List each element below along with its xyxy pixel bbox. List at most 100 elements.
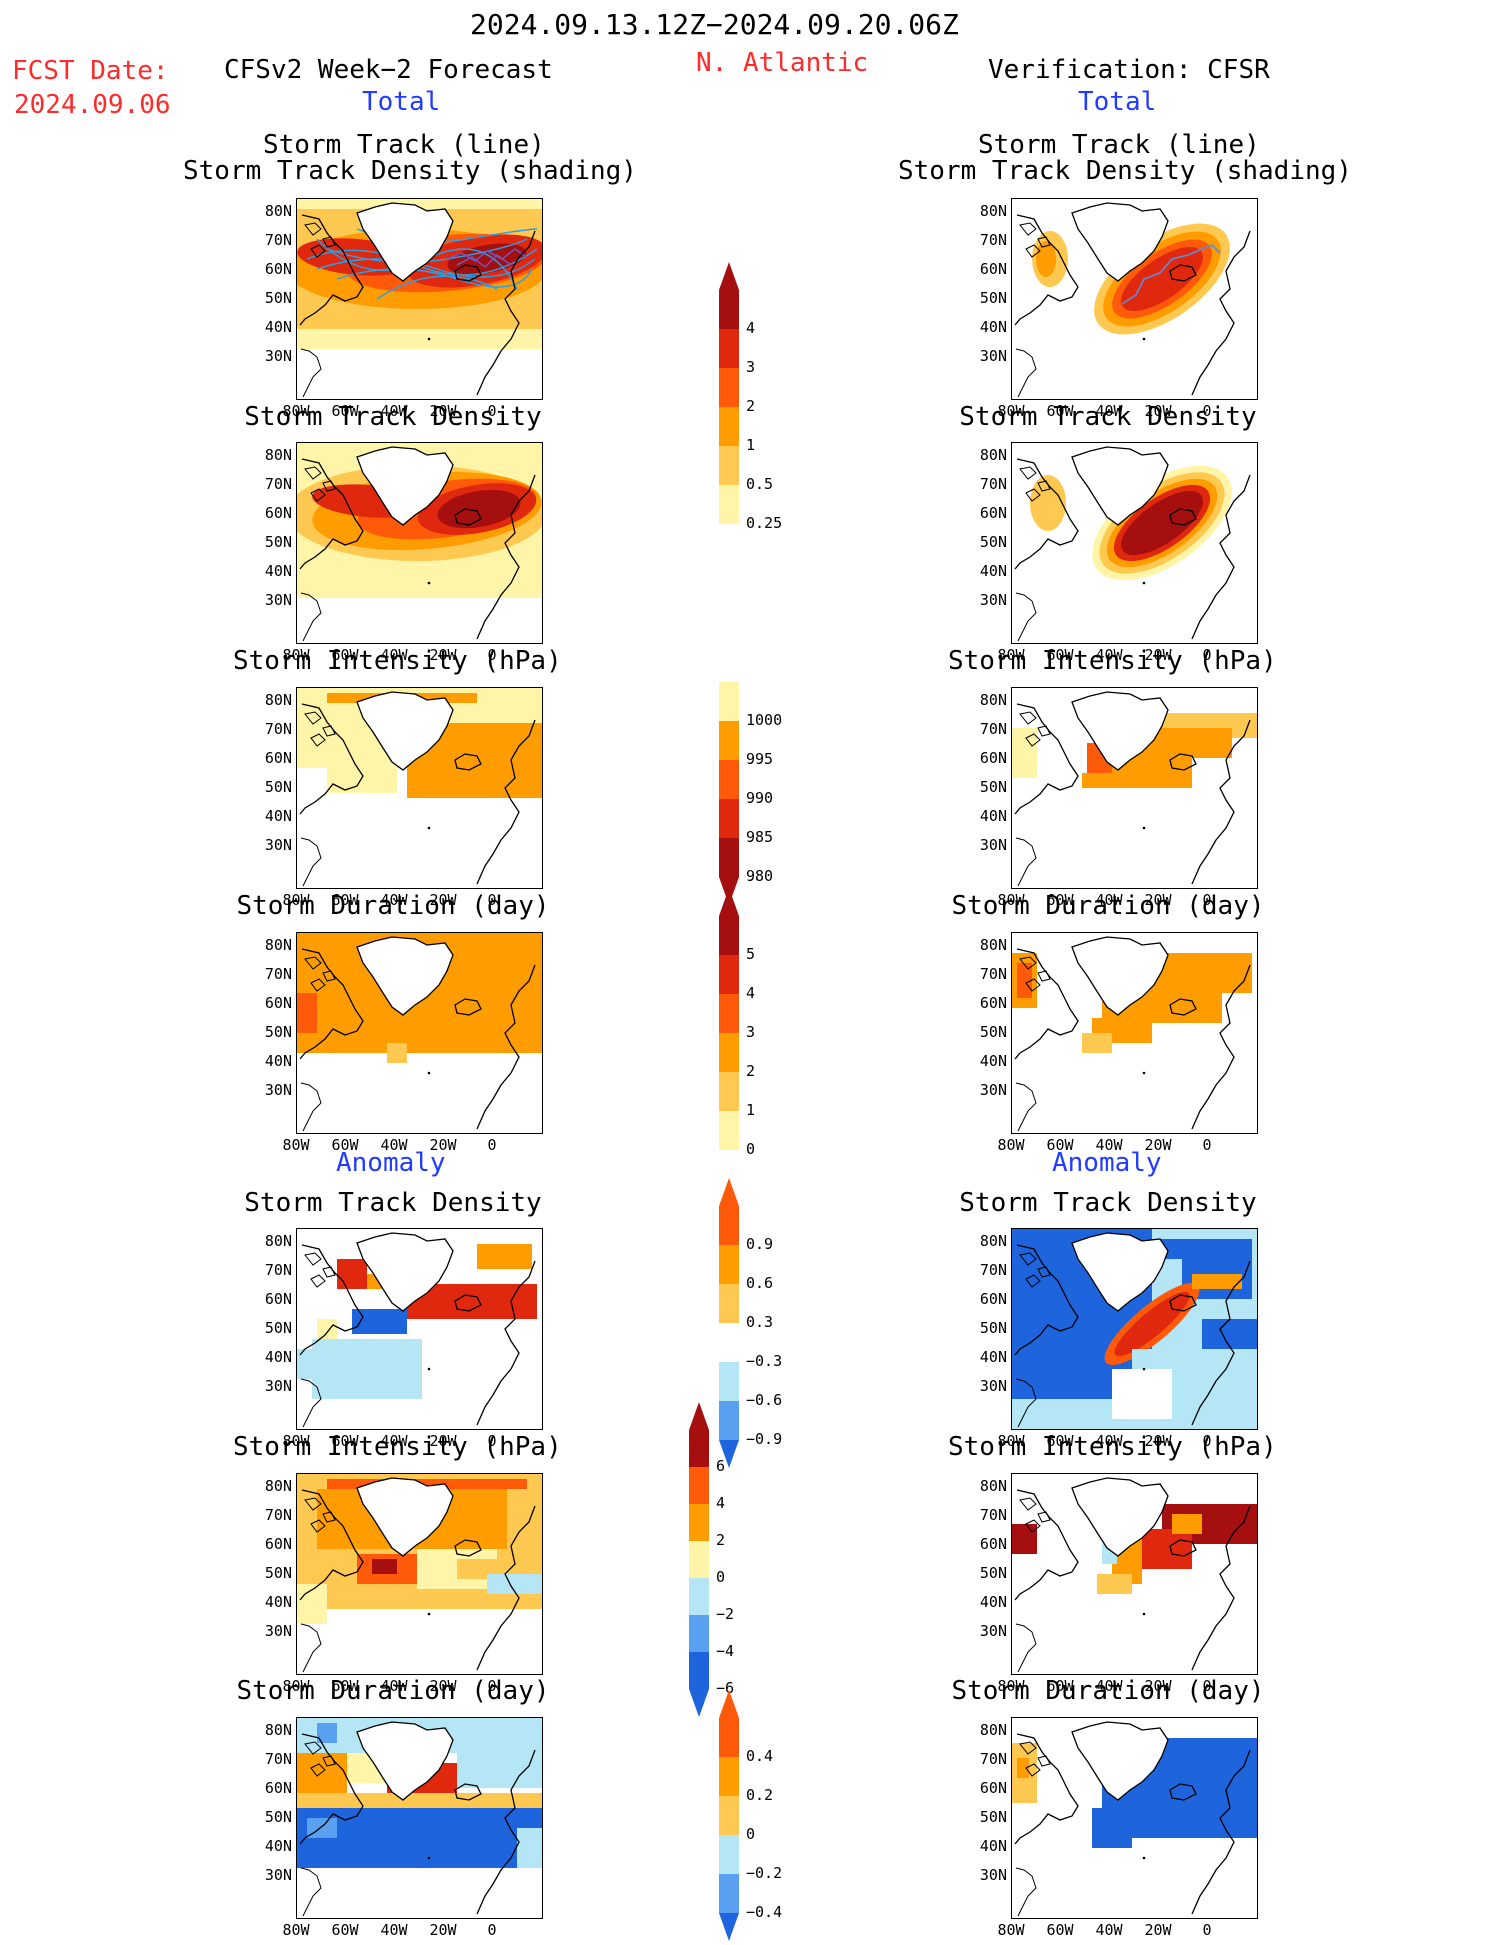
lat-tick-label: 70N [264, 1750, 292, 1768]
lon-tick-label: 40W [380, 402, 408, 420]
lat-tick-label: 60N [979, 504, 1007, 522]
lat-tick-label: 30N [264, 347, 292, 365]
colorbar-tick-label: 4 [746, 984, 756, 1002]
lat-tick-label: 30N [264, 836, 292, 854]
lat-tick-label: 70N [979, 1750, 1007, 1768]
lon-tick-label: 80W [282, 891, 310, 909]
map-anom-duration-right [1011, 1717, 1258, 1919]
lat-tick-label: 50N [264, 1023, 292, 1041]
colorbar-tick-label: 2 [716, 1531, 726, 1549]
lat-tick-label: 80N [264, 202, 292, 220]
title-intensity-right: Storm Intensity (hPa) [948, 646, 1277, 676]
colorbar-tick-label: 990 [746, 789, 774, 807]
colorbar-intensity-anom [688, 1402, 710, 1721]
lon-tick-label: 20W [429, 402, 457, 420]
lon-tick-label: 60W [331, 1921, 359, 1939]
colorbar-track-density-total [718, 262, 740, 528]
lon-tick-label: 40W [380, 1432, 408, 1450]
lon-tick-label: 40W [1095, 1432, 1123, 1450]
colorbar-tick-label: 985 [746, 828, 774, 846]
lat-tick-label: 40N [979, 318, 1007, 336]
map-duration-right [1011, 932, 1258, 1134]
lon-tick-label: 60W [331, 1432, 359, 1450]
lon-tick-label: 40W [1095, 1921, 1123, 1939]
colorbar-tick-label: 995 [746, 750, 774, 768]
colorbar-tick-label: 2 [746, 1062, 756, 1080]
colorbar-duration-anom [718, 1690, 740, 1945]
lon-tick-label: 40W [380, 1677, 408, 1695]
lat-tick-label: 40N [979, 807, 1007, 825]
colorbar-intensity-total [718, 682, 740, 909]
lat-tick-label: 50N [979, 1564, 1007, 1582]
lat-tick-label: 70N [979, 720, 1007, 738]
lat-tick-label: 60N [979, 749, 1007, 767]
lon-tick-label: 80W [282, 1677, 310, 1695]
lon-tick-label: 40W [1095, 402, 1123, 420]
lat-tick-label: 50N [264, 778, 292, 796]
lon-tick-label: 0 [487, 1432, 497, 1450]
lon-tick-label: 40W [1095, 1677, 1123, 1695]
colorbar-track-density-anom [718, 1178, 740, 1472]
lon-tick-label: 60W [1046, 891, 1074, 909]
lon-tick-label: 20W [1144, 1677, 1172, 1695]
lat-tick-label: 80N [979, 936, 1007, 954]
lat-tick-label: 60N [264, 504, 292, 522]
lon-tick-label: 40W [380, 646, 408, 664]
lon-tick-label: 0 [1202, 1921, 1212, 1939]
lat-tick-label: 40N [264, 318, 292, 336]
lon-tick-label: 80W [997, 646, 1025, 664]
fcst-date-label: FCST Date: [12, 56, 169, 86]
title-anom-duration-right: Storm Duration (day) [951, 1676, 1265, 1706]
lat-tick-label: 70N [264, 1261, 292, 1279]
map-anom-intensity-left [296, 1473, 543, 1675]
lat-tick-label: 40N [979, 1348, 1007, 1366]
lat-tick-label: 50N [979, 778, 1007, 796]
lat-tick-label: 70N [264, 965, 292, 983]
colorbar-tick-label: 980 [746, 867, 774, 885]
lat-tick-label: 40N [264, 1052, 292, 1070]
colorbar-tick-label: 1000 [746, 711, 783, 729]
title-density-right: Storm Track Density [959, 402, 1257, 432]
lon-tick-label: 20W [429, 646, 457, 664]
lat-tick-label: 60N [264, 1290, 292, 1308]
lon-tick-label: 20W [429, 1921, 457, 1939]
colorbar-tick-label: 0 [716, 1568, 726, 1586]
lon-tick-label: 0 [1202, 646, 1212, 664]
lat-tick-label: 40N [264, 807, 292, 825]
lon-tick-label: 20W [429, 891, 457, 909]
lat-tick-label: 80N [264, 1232, 292, 1250]
colorbar-tick-label: 0.2 [746, 1786, 774, 1804]
colorbar-tick-label: 3 [746, 358, 756, 376]
lon-tick-label: 0 [487, 646, 497, 664]
lon-tick-label: 20W [1144, 402, 1172, 420]
lon-tick-label: 20W [429, 1432, 457, 1450]
lon-tick-label: 80W [997, 1921, 1025, 1939]
colorbar-tick-label: −0.2 [746, 1864, 783, 1882]
lat-tick-label: 60N [264, 260, 292, 278]
colorbar-tick-label: 1 [746, 436, 756, 454]
lat-tick-label: 70N [979, 231, 1007, 249]
lat-tick-label: 80N [979, 446, 1007, 464]
lon-tick-label: 40W [1095, 891, 1123, 909]
anomaly-label-right: Anomaly [1052, 1148, 1162, 1178]
lat-tick-label: 60N [979, 1535, 1007, 1553]
lat-tick-label: 30N [264, 1377, 292, 1395]
lat-tick-label: 40N [264, 1593, 292, 1611]
lat-tick-label: 30N [264, 1866, 292, 1884]
lon-tick-label: 20W [1144, 1921, 1172, 1939]
lat-tick-label: 70N [264, 720, 292, 738]
lat-tick-label: 50N [979, 1808, 1007, 1826]
title-track-line-left: Storm Track (line) [263, 130, 545, 160]
lat-tick-label: 30N [979, 1081, 1007, 1099]
lat-tick-label: 40N [264, 1348, 292, 1366]
lon-tick-label: 0 [1202, 1136, 1212, 1154]
verification-label: Verification: CFSR [988, 55, 1270, 85]
lat-tick-label: 80N [979, 1721, 1007, 1739]
lat-tick-label: 60N [979, 1779, 1007, 1797]
lon-tick-label: 40W [380, 1136, 408, 1154]
title-duration-right: Storm Duration (day) [951, 891, 1265, 921]
lon-tick-label: 0 [1202, 402, 1212, 420]
colorbar-tick-label: 0.25 [746, 514, 783, 532]
lon-tick-label: 0 [1202, 1677, 1212, 1695]
colorbar-tick-label: 0.5 [746, 475, 774, 493]
